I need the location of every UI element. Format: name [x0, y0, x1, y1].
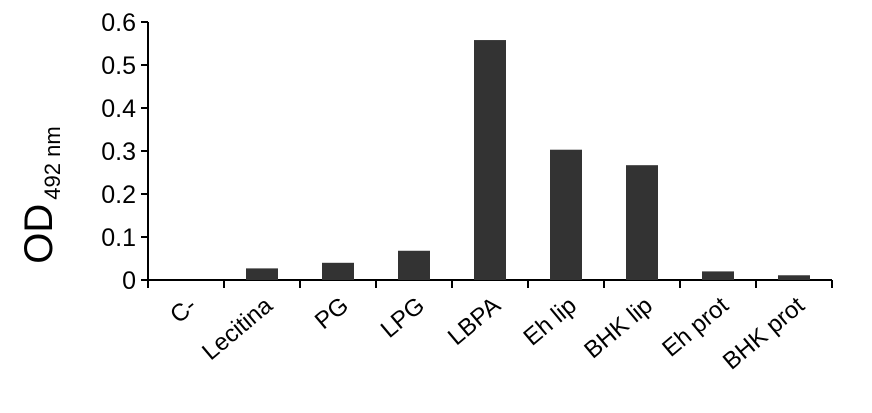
bar-lpg	[398, 250, 430, 280]
y-axis-title: OD 492 nm	[17, 126, 65, 263]
y-tick-label: 0.1	[101, 224, 136, 252]
bar-eh-lip	[550, 149, 582, 280]
bars	[246, 40, 810, 281]
y-tick-label: 0.6	[101, 9, 136, 37]
bar-lbpa	[474, 40, 506, 281]
y-tick-label: 0.4	[101, 95, 136, 123]
x-tick-label: Lecitina	[197, 292, 278, 366]
bar-lecitina	[246, 268, 278, 280]
bar-bhk-lip	[626, 165, 658, 280]
x-tick-label: C-	[165, 292, 202, 329]
y-tick-label: 0.3	[101, 138, 136, 166]
y-tick-label: 0.5	[101, 52, 136, 80]
x-tick-label: BHK prot	[718, 292, 810, 375]
bar-bhk-prot	[778, 275, 810, 280]
x-tick-label: BHK lip	[579, 292, 658, 364]
y-axis-label-main: OD	[17, 204, 61, 264]
x-tick-label: LPG	[376, 292, 430, 344]
bar-pg	[322, 262, 354, 280]
y-tick-label: 0.2	[101, 181, 136, 209]
y-axis: 0 0.1 0.2 0.3 0.4 0.5 0.6	[101, 9, 149, 295]
x-tick-label: PG	[310, 292, 354, 335]
y-axis-label-subscript: 492 nm	[40, 126, 65, 199]
x-tick-label: Eh lip	[519, 292, 582, 351]
bar-eh-prot	[702, 271, 734, 280]
y-axis-label: OD 492 nm	[17, 126, 65, 263]
x-tick-label: LBPA	[443, 292, 506, 351]
y-tick-label: 0	[122, 267, 136, 295]
